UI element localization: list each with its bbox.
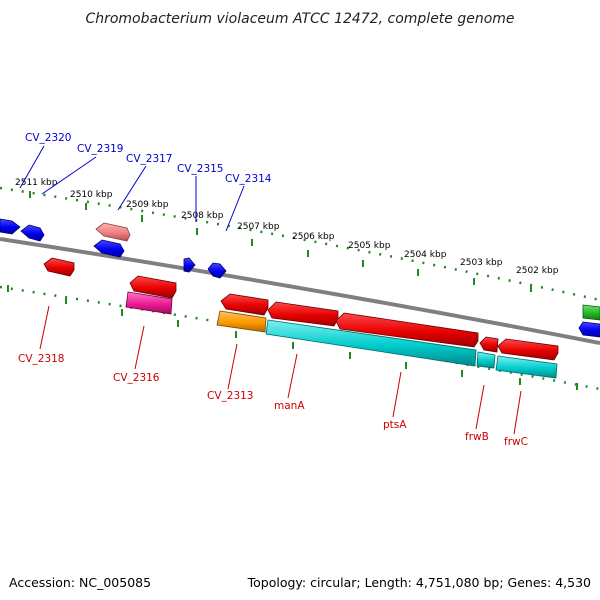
- gene-feature-cv-2315[interactable]: [183, 257, 196, 273]
- gene-label-cv-2315[interactable]: CV_2315: [177, 163, 224, 175]
- map-title: Chromobacterium violaceum ATCC 12472, co…: [85, 11, 514, 27]
- gene-label-cv-2317[interactable]: CV_2317: [126, 153, 173, 165]
- ruler-label-2507: 2507 kbp: [237, 222, 280, 232]
- gene-feature-cv-2317-salmon[interactable]: [95, 222, 131, 242]
- ruler-label-2508: 2508 kbp: [181, 211, 224, 221]
- gene-label-frwc[interactable]: frwC: [504, 436, 528, 448]
- ruler-label-2510: 2510 kbp: [70, 190, 113, 200]
- label-leaders-top: [19, 145, 245, 232]
- ruler-label-2504: 2504 kbp: [404, 250, 447, 260]
- gene-feature-ptsa-red[interactable]: [335, 312, 479, 348]
- footer-accession: Accession: NC_005085: [9, 575, 151, 590]
- ruler-label-2503: 2503 kbp: [460, 258, 503, 268]
- gene-feature-ptsa-cyan[interactable]: [265, 319, 477, 367]
- gene-label-cv-2318[interactable]: CV_2318: [18, 353, 65, 365]
- ruler-label-2502: 2502 kbp: [516, 266, 559, 276]
- gene-feature-edge-green[interactable]: [582, 304, 600, 321]
- footer-summary: Topology: circular; Length: 4,751,080 bp…: [247, 575, 591, 590]
- gene-label-cv-2313[interactable]: CV_2313: [207, 390, 254, 402]
- ruler-label-2509: 2509 kbp: [126, 200, 169, 210]
- gene-feature-cv-2316-red[interactable]: [129, 275, 177, 299]
- gene-feature-cv-2316-pink[interactable]: [125, 291, 173, 315]
- gene-feature-mana[interactable]: [267, 301, 339, 327]
- gene-feature-cv-2320[interactable]: [20, 224, 45, 242]
- gene-label-ptsa[interactable]: ptsA: [383, 419, 407, 431]
- ruler-upper-major-ticks: [29, 191, 532, 292]
- gene-feature-cv-2318[interactable]: [43, 257, 75, 277]
- gene-feature-edge-blue-right[interactable]: [578, 321, 600, 338]
- gene-label-cv-2314[interactable]: CV_2314: [225, 173, 272, 185]
- ruler-upper-dots: [0, 186, 600, 302]
- ruler-label-2505: 2505 kbp: [348, 241, 391, 251]
- gene-feature-cv-2313-orange[interactable]: [216, 310, 267, 333]
- gene-feature-frwb-red[interactable]: [479, 336, 499, 353]
- gene-label-mana[interactable]: manA: [274, 400, 305, 412]
- gene-feature-frwc-cyan[interactable]: [495, 355, 558, 379]
- gene-feature-cv-2314[interactable]: [207, 262, 227, 279]
- gene-feature-frwb-cyan[interactable]: [476, 351, 496, 369]
- ruler-label-2511: 2511 kbp: [15, 178, 58, 188]
- gene-feature-cv-2313-red[interactable]: [220, 293, 269, 316]
- gene-label-frwb[interactable]: frwB: [465, 431, 489, 443]
- gene-feature-edge-blue-left[interactable]: [0, 218, 21, 235]
- genome-backbone: [0, 237, 600, 345]
- gene-feature-cv-2317-blue[interactable]: [93, 239, 125, 258]
- ruler-label-2506: 2506 kbp: [292, 232, 335, 242]
- gene-label-cv-2319[interactable]: CV_2319: [77, 143, 124, 155]
- gene-label-cv-2316[interactable]: CV_2316: [113, 372, 160, 384]
- ruler-lower-major-ticks: [7, 285, 578, 390]
- label-leaders-bottom: [39, 305, 522, 435]
- gene-label-cv-2320[interactable]: CV_2320: [25, 132, 72, 144]
- gene-feature-frwc-red[interactable]: [497, 338, 559, 361]
